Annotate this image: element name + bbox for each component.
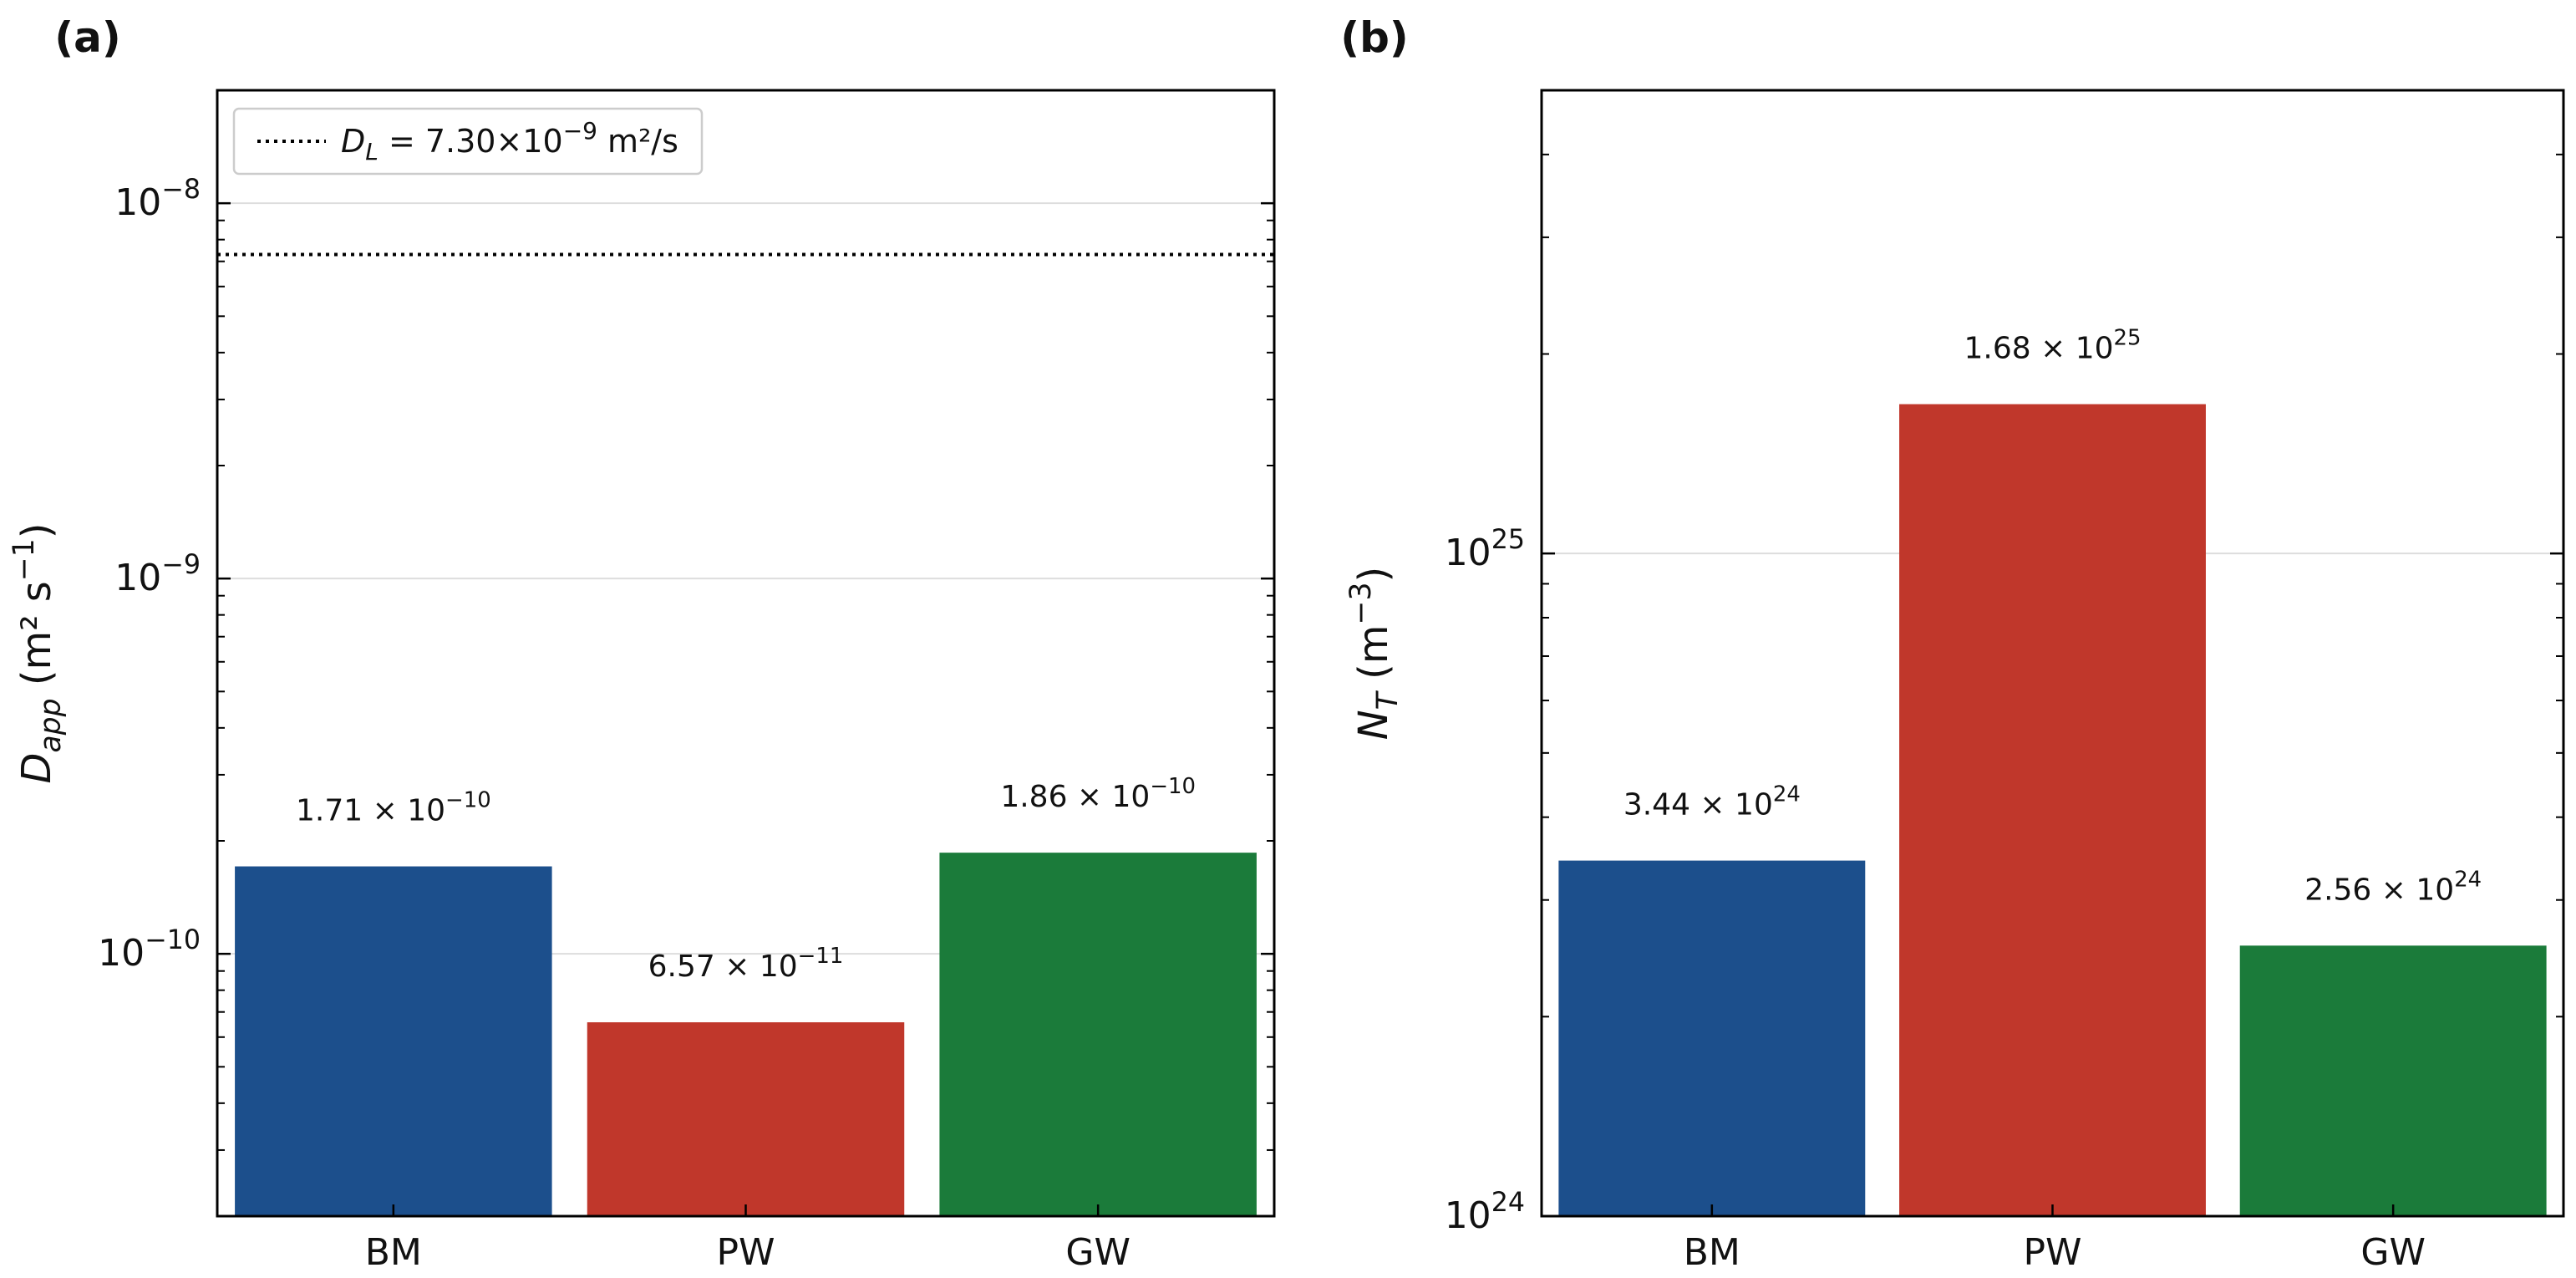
y-tick-label: 10−10 <box>98 925 201 975</box>
bar-bm <box>1558 860 1866 1216</box>
plot-frame <box>216 89 1276 1218</box>
bar-gw <box>939 853 1257 1216</box>
y-axis-label: Dapp (m² s−1) <box>8 523 68 784</box>
x-tick-label: PW <box>716 1231 775 1274</box>
y-axis-label: NT (m−3) <box>1344 567 1405 740</box>
y-tick-label: 10−8 <box>114 175 201 224</box>
data-label-gw: 2.56 × 1024 <box>2304 867 2482 907</box>
bar-gw <box>2239 945 2547 1216</box>
x-tick-label: PW <box>2023 1231 2081 1274</box>
plot-frame <box>1540 89 2565 1218</box>
data-label-bm: 3.44 × 1024 <box>1623 782 1801 822</box>
data-label-pw: 1.68 × 1025 <box>1964 326 2142 366</box>
panel-label: (b) <box>1340 13 1409 62</box>
y-tick-label: 1024 <box>1445 1188 1525 1237</box>
panel-a: (a) 1.71 × 10−10 BM 6.57 × 10−11 PW 1.86 × 10… <box>8 13 1276 1274</box>
legend-box <box>232 107 704 176</box>
y-tick-label: 1025 <box>1445 525 1525 574</box>
data-label-bm: 1.71 × 10−10 <box>296 788 491 828</box>
panel-label: (a) <box>54 13 120 62</box>
legend-entry: DL = 7.30×10−9 m²/s <box>341 117 678 165</box>
y-tick-label: 10−9 <box>114 550 201 599</box>
x-tick-label: GW <box>1065 1231 1130 1274</box>
x-tick-label: BM <box>365 1231 422 1274</box>
panel-b: (b) 3.44 × 1024 BM 1.68 × 1025 PW 2.56 × 1024… <box>1340 13 2565 1274</box>
bar-pw <box>1899 404 2206 1216</box>
x-tick-label: GW <box>2360 1231 2426 1274</box>
x-tick-label: BM <box>1684 1231 1740 1274</box>
bar-pw <box>587 1022 905 1216</box>
data-label-gw: 1.86 × 10−10 <box>1000 774 1196 814</box>
data-label-pw: 6.57 × 10−11 <box>648 944 844 984</box>
bar-bm <box>235 866 552 1216</box>
legend: DL = 7.30×10−9 m²/s <box>232 107 704 176</box>
